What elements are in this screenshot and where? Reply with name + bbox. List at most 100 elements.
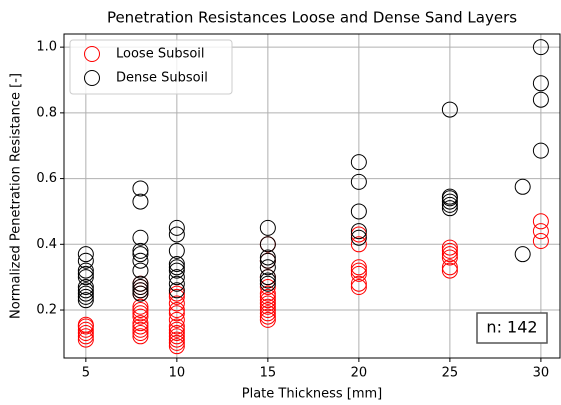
point — [441, 249, 458, 266]
point — [259, 275, 276, 292]
legend-label: Dense Subsoil — [116, 71, 208, 86]
legend-marker — [84, 70, 100, 86]
point — [168, 285, 185, 302]
point — [168, 338, 185, 355]
point — [168, 331, 185, 348]
point — [168, 219, 185, 236]
point — [77, 269, 94, 286]
point — [441, 242, 458, 259]
plot-frame — [63, 33, 561, 359]
point — [132, 242, 149, 259]
point — [77, 325, 94, 342]
point — [168, 321, 185, 338]
point — [168, 295, 185, 312]
point — [132, 315, 149, 332]
point — [259, 249, 276, 266]
point — [441, 101, 458, 118]
point — [168, 269, 185, 286]
point — [77, 292, 94, 309]
point — [350, 262, 367, 279]
point — [532, 142, 549, 159]
point — [514, 246, 531, 263]
point — [168, 262, 185, 279]
point — [132, 318, 149, 335]
point — [350, 203, 367, 220]
point — [77, 282, 94, 299]
point — [168, 275, 185, 292]
point — [77, 262, 94, 279]
point — [168, 318, 185, 335]
point — [168, 328, 185, 345]
point — [132, 275, 149, 292]
point — [259, 298, 276, 315]
point — [168, 288, 185, 305]
point — [441, 193, 458, 210]
point — [132, 252, 149, 269]
x-tick-label: 10 — [169, 366, 186, 381]
point — [132, 279, 149, 296]
point — [259, 252, 276, 269]
point — [441, 246, 458, 263]
point — [532, 233, 549, 250]
point — [259, 292, 276, 309]
point — [350, 236, 367, 253]
point — [259, 219, 276, 236]
point — [259, 302, 276, 319]
point — [132, 308, 149, 325]
point — [168, 259, 185, 276]
y-tick-label: 0.8 — [36, 105, 57, 120]
y-tick-label: 0.4 — [36, 237, 57, 252]
point — [350, 173, 367, 190]
point — [532, 75, 549, 92]
point — [259, 259, 276, 276]
point — [532, 91, 549, 108]
point — [441, 196, 458, 213]
point — [132, 285, 149, 302]
point — [168, 242, 185, 259]
x-tick-label: 25 — [442, 366, 459, 381]
point — [350, 279, 367, 296]
point — [77, 328, 94, 345]
point — [77, 252, 94, 269]
point — [77, 288, 94, 305]
point — [259, 236, 276, 253]
point — [168, 282, 185, 299]
point — [77, 316, 94, 333]
point — [259, 288, 276, 305]
x-tick-label: 5 — [82, 366, 90, 381]
point — [532, 39, 549, 56]
point — [168, 334, 185, 351]
point — [441, 200, 458, 217]
y-axis-label: Normalized Penetration Resistance [-] — [9, 73, 24, 319]
point — [132, 302, 149, 319]
point — [259, 285, 276, 302]
x-tick-label: 20 — [351, 366, 368, 381]
point — [259, 311, 276, 328]
x-tick-label: 15 — [260, 366, 277, 381]
annotation: n: 142 — [486, 318, 537, 337]
point — [350, 259, 367, 276]
point — [132, 282, 149, 299]
point — [168, 256, 185, 273]
point — [532, 223, 549, 240]
point — [132, 180, 149, 197]
point — [350, 275, 367, 292]
point — [259, 305, 276, 322]
point — [441, 262, 458, 279]
y-tick-label: 0.2 — [36, 303, 57, 318]
x-tick-label: 30 — [533, 366, 550, 381]
point — [441, 188, 458, 205]
point — [132, 298, 149, 315]
point — [77, 265, 94, 282]
point — [132, 305, 149, 322]
x-axis-label: Plate Thickness [mm] — [242, 387, 383, 402]
chart-title: Penetration Resistances Loose and Dense … — [107, 9, 517, 27]
legend-label: Loose Subsoil — [116, 47, 205, 62]
point — [168, 305, 185, 322]
point — [350, 265, 367, 282]
point — [132, 321, 149, 338]
point — [132, 262, 149, 279]
point — [259, 272, 276, 289]
point — [132, 328, 149, 345]
